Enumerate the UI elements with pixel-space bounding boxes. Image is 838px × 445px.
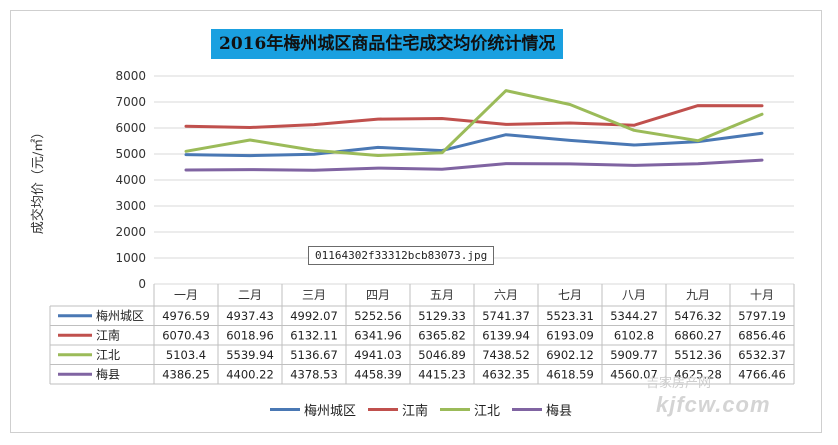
watermark-text: 吉家房产网 xyxy=(646,376,712,391)
data-label: 5476.32 xyxy=(674,309,722,323)
y-tick-label: 3000 xyxy=(115,199,146,213)
legend-swatch xyxy=(512,408,543,411)
data-label: 5512.36 xyxy=(674,348,722,362)
y-tick-label: 6000 xyxy=(115,121,146,135)
data-label: 6132.11 xyxy=(290,328,338,342)
data-label: 6341.96 xyxy=(354,328,402,342)
data-label: 4458.39 xyxy=(354,367,402,381)
data-label: 6018.96 xyxy=(226,328,274,342)
y-tick-label: 1000 xyxy=(115,251,146,265)
table-series-name: 梅县 xyxy=(96,366,120,381)
chart-title: 2016年梅州城区商品住宅成交均价统计情况 xyxy=(211,29,564,59)
data-label: 5523.31 xyxy=(546,309,594,323)
data-label: 6070.43 xyxy=(162,328,210,342)
data-label: 4766.46 xyxy=(738,367,786,381)
data-label: 6860.27 xyxy=(674,328,722,342)
y-tick-label: 4000 xyxy=(115,173,146,187)
series-line xyxy=(184,158,764,172)
x-tick-label: 二月 xyxy=(238,288,262,302)
data-label: 5252.56 xyxy=(354,309,402,323)
y-tick-label: 0 xyxy=(138,277,146,291)
data-label: 6193.09 xyxy=(546,328,594,342)
x-tick-label: 一月 xyxy=(174,288,198,302)
data-label: 5539.94 xyxy=(226,348,274,362)
data-label: 5136.67 xyxy=(290,348,338,362)
watermark-url: kjfcw.com xyxy=(656,392,771,417)
data-label: 4625.28 xyxy=(674,367,722,381)
x-tick-label: 六月 xyxy=(494,288,518,302)
data-label: 5103.4 xyxy=(166,348,206,362)
data-label: 4632.35 xyxy=(482,367,530,381)
data-label: 5344.27 xyxy=(610,309,658,323)
chart-legend: 梅州城区 江南 江北 梅县 xyxy=(270,400,572,419)
legend-item: 江南 xyxy=(368,400,428,419)
data-label: 6102.8 xyxy=(614,328,654,342)
y-axis-label: 成交均价（元/㎡） xyxy=(30,126,46,234)
data-label: 5046.89 xyxy=(418,348,466,362)
series-line xyxy=(184,131,764,158)
data-label: 4560.07 xyxy=(610,367,658,381)
data-label: 6532.37 xyxy=(738,348,786,362)
y-tick-label: 7000 xyxy=(115,95,146,109)
data-label: 4386.25 xyxy=(162,367,210,381)
data-label: 7438.52 xyxy=(482,348,530,362)
y-tick-label: 8000 xyxy=(115,69,146,83)
legend-swatch xyxy=(270,408,300,411)
table-series-name: 江北 xyxy=(96,348,120,362)
x-tick-label: 八月 xyxy=(622,288,646,302)
legend-label: 江南 xyxy=(402,404,429,419)
legend-label: 江北 xyxy=(474,404,501,419)
x-tick-label: 十月 xyxy=(750,288,774,302)
data-label: 4378.53 xyxy=(290,367,338,381)
x-tick-label: 五月 xyxy=(430,288,454,302)
legend-item: 梅州城区 xyxy=(270,400,356,419)
data-label: 4400.22 xyxy=(226,367,274,381)
series-line xyxy=(184,89,764,157)
table-series-name: 江南 xyxy=(96,327,120,342)
x-tick-label: 七月 xyxy=(558,288,582,302)
data-label: 5797.19 xyxy=(738,309,786,323)
data-label: 6139.94 xyxy=(482,328,530,342)
data-label: 4941.03 xyxy=(354,348,402,362)
x-tick-label: 九月 xyxy=(686,288,710,302)
table-series-name: 梅州城区 xyxy=(96,308,144,323)
data-label: 6365.82 xyxy=(418,328,466,342)
data-label: 4976.59 xyxy=(162,309,210,323)
data-label: 6856.46 xyxy=(738,328,786,342)
data-label: 5129.33 xyxy=(418,309,466,323)
data-label: 4415.23 xyxy=(418,367,466,381)
data-label: 4618.59 xyxy=(546,367,594,381)
data-label: 6902.12 xyxy=(546,348,594,362)
legend-swatch xyxy=(440,408,471,411)
legend-label: 梅县 xyxy=(546,404,573,419)
series-line xyxy=(184,104,764,129)
x-tick-label: 三月 xyxy=(302,288,326,302)
data-label: 5909.77 xyxy=(610,348,658,362)
x-tick-label: 四月 xyxy=(366,288,390,302)
y-tick-label: 2000 xyxy=(115,225,146,239)
y-tick-label: 5000 xyxy=(115,147,146,161)
image-filename-tooltip: 01164302f33312bcb83073.jpg xyxy=(308,246,495,265)
data-label: 4992.07 xyxy=(290,309,338,323)
chart-frame xyxy=(10,10,822,433)
data-label: 4937.43 xyxy=(226,309,274,323)
legend-swatch xyxy=(368,408,399,411)
legend-label: 梅州城区 xyxy=(304,404,357,419)
legend-item: 江北 xyxy=(440,400,500,419)
data-label: 5741.37 xyxy=(482,309,530,323)
legend-item: 梅县 xyxy=(512,400,572,419)
